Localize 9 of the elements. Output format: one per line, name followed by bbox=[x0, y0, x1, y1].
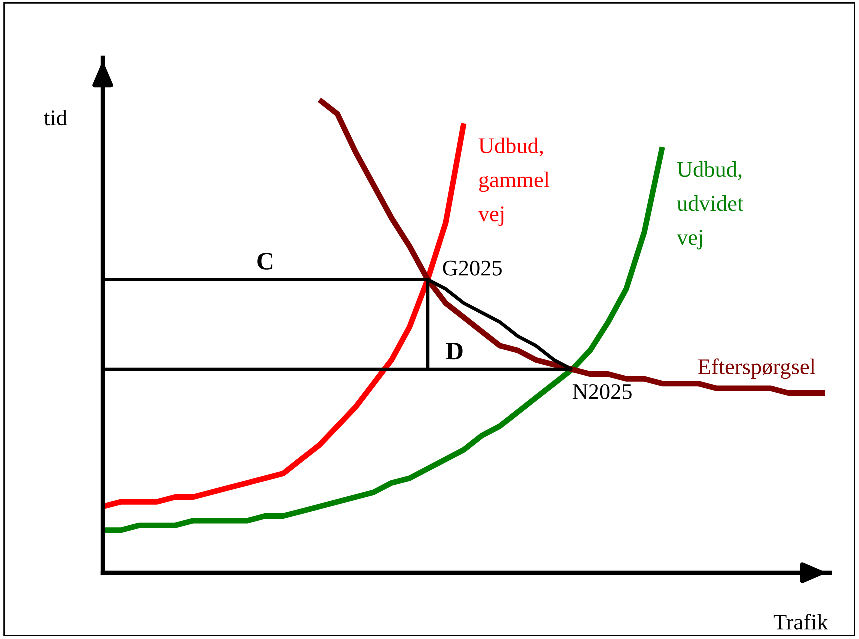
annotation: N2025 bbox=[572, 384, 632, 400]
annotation: G2025 bbox=[443, 260, 502, 276]
annotation: C bbox=[258, 253, 273, 270]
x-axis-title: Trafik bbox=[774, 614, 828, 630]
series-label: Udbud, udvidet vej bbox=[676, 161, 744, 250]
y-axis-title: tid bbox=[44, 110, 68, 126]
series-label: Efterspørgsel bbox=[698, 358, 816, 380]
annotation: D bbox=[446, 343, 463, 360]
series-label: Udbud, gammel vej bbox=[478, 138, 550, 226]
